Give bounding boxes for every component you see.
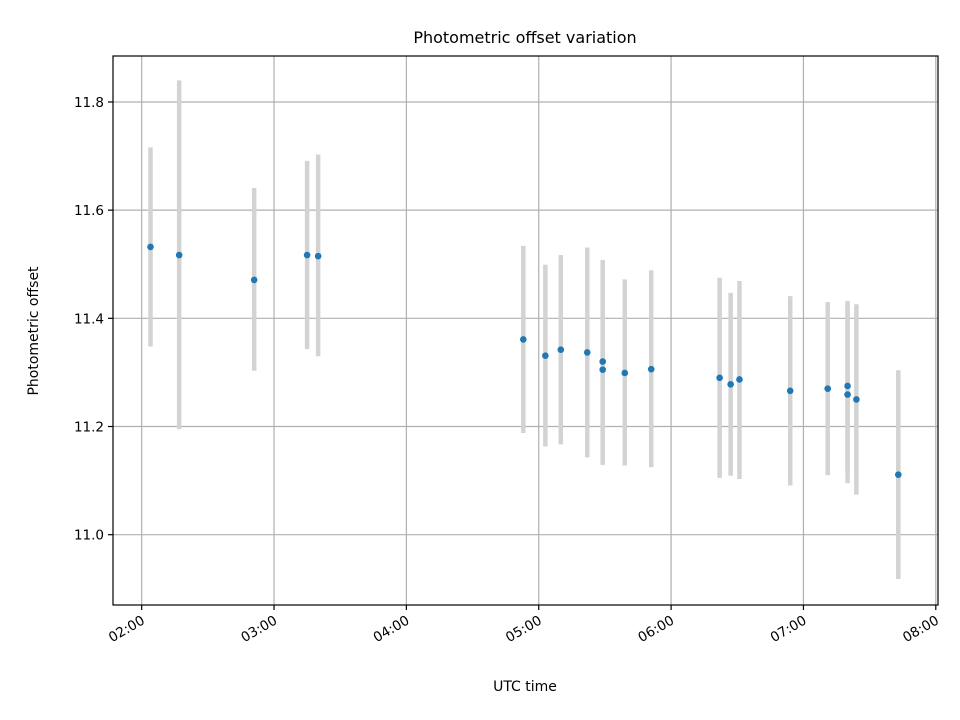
x-tick-label: 04:00 — [371, 613, 413, 646]
data-point — [824, 385, 832, 392]
y-tick-label: 11.6 — [74, 203, 104, 219]
data-point — [844, 391, 851, 398]
x-tick-label: 06:00 — [635, 613, 677, 646]
errorbar-layer — [148, 80, 901, 580]
data-point — [716, 374, 723, 382]
data-point — [557, 346, 565, 354]
x-tick-label: 07:00 — [768, 613, 810, 646]
x-tick-label: 05:00 — [503, 613, 545, 646]
y-tick-label: 11.0 — [74, 528, 104, 544]
x-axis-label: UTC time — [493, 679, 557, 695]
y-axis: 11.0 11.2 11.4 11.6 11.8 — [74, 95, 113, 544]
data-point — [542, 352, 549, 359]
data-point — [736, 376, 743, 383]
data-point — [519, 336, 527, 343]
data-point — [894, 471, 902, 478]
data-point — [727, 381, 734, 388]
data-point — [314, 252, 322, 260]
data-point — [621, 369, 629, 377]
data-point — [147, 243, 154, 251]
data-point — [175, 251, 183, 259]
data-point — [853, 396, 860, 403]
data-point — [844, 382, 851, 390]
y-tick-label: 11.8 — [74, 95, 104, 111]
data-point — [786, 387, 794, 395]
data-point — [250, 276, 258, 284]
data-point — [303, 251, 311, 259]
plot-frame — [112, 55, 939, 606]
y-axis-label: Photometric offset — [26, 266, 42, 396]
x-tick-label: 02:00 — [106, 613, 148, 646]
data-point — [583, 349, 591, 356]
x-tick-label: 08:00 — [900, 613, 942, 646]
data-point — [599, 366, 607, 374]
y-tick-label: 11.4 — [74, 311, 104, 327]
point-layer — [147, 243, 902, 478]
y-tick-label: 11.2 — [74, 420, 104, 436]
x-axis: 02:00 03:00 04:00 05:00 06:00 07:00 08:00 — [106, 605, 942, 646]
chart-title: Photometric offset variation — [413, 28, 636, 47]
x-tick-label: 03:00 — [238, 613, 280, 646]
data-point — [647, 365, 655, 373]
data-point — [599, 358, 607, 365]
